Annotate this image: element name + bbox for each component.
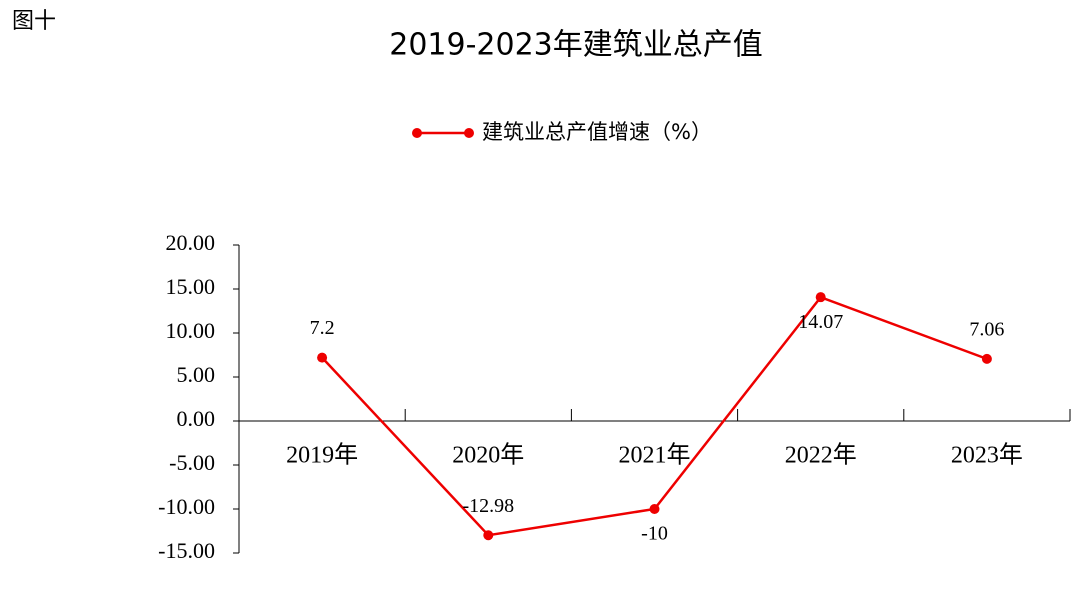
- y-tick-label: 5.00: [177, 362, 216, 387]
- data-point: [815, 292, 826, 303]
- data-point: [981, 353, 992, 364]
- x-tick-label: 2023年: [951, 442, 1023, 469]
- data-label: 7.06: [969, 318, 1004, 340]
- data-label: 7.2: [310, 317, 335, 339]
- x-tick-label: 2019年: [286, 442, 358, 469]
- y-tick-label: -5.00: [169, 450, 215, 475]
- legend-marker: [464, 128, 474, 138]
- data-point: [649, 504, 660, 514]
- y-tick-label: 20.00: [166, 230, 216, 255]
- x-tick-label: 2022年: [785, 442, 857, 469]
- x-tick-label: 2020年: [452, 442, 524, 469]
- y-tick-label: 15.00: [166, 274, 216, 299]
- series-line: [321, 295, 988, 537]
- y-tick-label: 0.00: [177, 406, 216, 431]
- y-tick-label: -15.00: [158, 538, 215, 563]
- x-tick-label: 2021年: [619, 442, 691, 469]
- data-point: [483, 530, 494, 541]
- y-tick-label: -10.00: [158, 494, 215, 519]
- legend-label: 建筑业总产值增速（%）: [482, 120, 712, 144]
- data-point: [317, 352, 328, 363]
- chart-title: 2019-2023年建筑业总产值: [389, 28, 763, 63]
- figure-label: 图十: [12, 9, 56, 34]
- y-tick-label: 10.00: [166, 318, 216, 343]
- data-label: 14.07: [798, 311, 843, 333]
- legend-marker: [412, 128, 422, 138]
- data-label: -12.98: [462, 495, 514, 517]
- data-label: -10: [641, 523, 668, 545]
